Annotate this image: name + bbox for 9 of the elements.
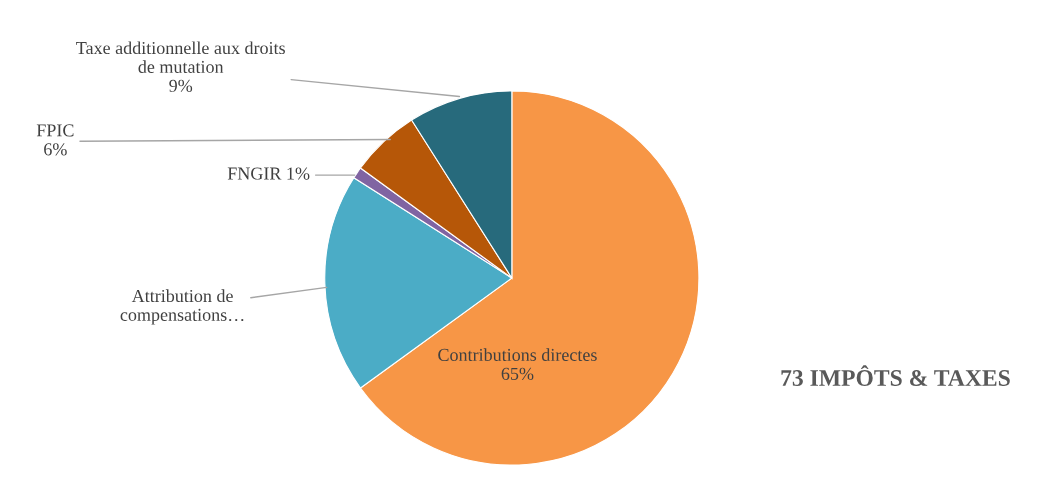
text: 73 IMPÔTS & TAXES <box>781 365 1010 386</box>
slice-label: FNGIR 1% <box>227 167 310 180</box>
slice-label: Contributions directes <box>438 348 597 361</box>
data-label: 9% <box>169 79 193 92</box>
data-label: 65% <box>501 367 534 380</box>
slice-label: FPIC <box>36 124 74 137</box>
data-label: 6% <box>44 143 67 156</box>
slice-label: Attribution de compensations… <box>120 289 244 325</box>
slice-label: Taxe additionnelle aux droits de mutation <box>76 41 285 73</box>
